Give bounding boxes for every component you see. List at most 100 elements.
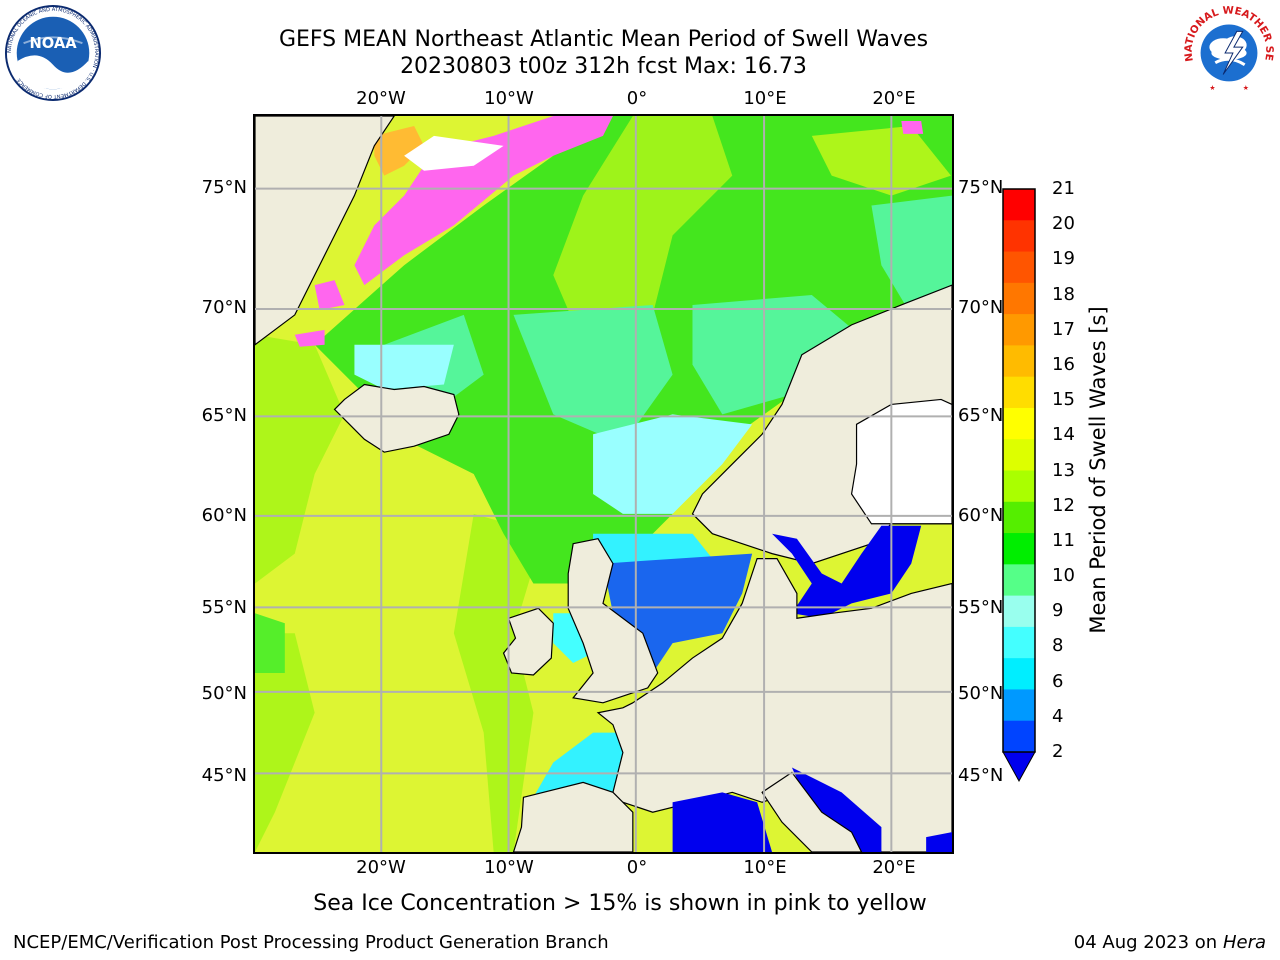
footer-credit: NCEP/EMC/Verification Post Processing Pr… [13, 932, 609, 953]
ocean-cyan-iceland [354, 344, 454, 390]
lon-label-top: 10°E [743, 88, 787, 109]
lat-label-left: 55°N [201, 597, 247, 618]
colorbar-band [1003, 376, 1035, 409]
lat-label-right: 65°N [958, 405, 1004, 426]
lat-label-right: 55°N [958, 597, 1004, 618]
lon-label-bottom: 0° [626, 857, 648, 878]
ocean-deepblue-baltic [772, 525, 922, 619]
land-iceland [333, 383, 460, 453]
land-iberia [512, 781, 634, 852]
colorbar-band [1003, 564, 1035, 597]
colorbar-band [1003, 720, 1035, 753]
colorbar-band [1003, 626, 1035, 659]
colorbar-tick-label: 19 [1052, 248, 1075, 270]
colorbar [1002, 188, 1036, 783]
lat-label-right: 45°N [958, 765, 1004, 786]
lon-label-top: 20°W [356, 88, 406, 109]
colorbar-band [1003, 407, 1035, 440]
land-greenland [255, 116, 395, 346]
sea-ice-pink-west [314, 280, 345, 310]
noaa-logo-text: NOAA [29, 35, 77, 52]
colorbar-tick-label: 10 [1052, 565, 1075, 587]
land-italy [761, 771, 863, 852]
lon-label-bottom: 20°E [872, 857, 916, 878]
colorbar-tick-label: 6 [1052, 670, 1064, 692]
colorbar-tick-label: 15 [1052, 389, 1075, 411]
colorbar-band [1003, 501, 1035, 534]
footer-date: 04 Aug 2023 on Hera [1074, 932, 1266, 954]
lon-label-top: 0° [626, 88, 648, 109]
colorbar-band [1003, 189, 1035, 221]
lat-label-left: 60°N [201, 505, 247, 526]
colorbar-band [1003, 314, 1035, 346]
lat-label-left: 65°N [201, 405, 247, 426]
swell-period-map [253, 114, 954, 854]
colorbar-band [1003, 595, 1035, 628]
lat-label-right: 75°N [958, 177, 1004, 198]
colorbar-band [1003, 251, 1035, 284]
sea-ice-orange [374, 125, 425, 176]
ocean-mint-2 [513, 304, 673, 445]
ocean-lime-band [453, 513, 544, 852]
land-ireland [502, 607, 554, 676]
ocean-deepblue-med [672, 792, 773, 852]
ocean-deepblue-aegean [926, 832, 952, 852]
colorbar-title: Mean Period of Swell Waves [s] [1086, 306, 1110, 634]
lon-label-top: 10°W [484, 88, 534, 109]
sea-ice-white [404, 135, 504, 171]
lon-label-bottom: 10°E [743, 857, 787, 878]
ocean-cyan-norway [593, 414, 753, 514]
sea-ice-pink-ne [901, 120, 924, 134]
colorbar-tick-label: 14 [1052, 424, 1075, 446]
ocean-green-west [255, 613, 285, 673]
colorbar-tick-label: 4 [1052, 705, 1064, 727]
colorbar-band [1003, 282, 1035, 315]
colorbar-band [1003, 470, 1035, 503]
lat-label-left: 75°N [201, 177, 247, 198]
lon-label-bottom: 20°W [356, 857, 406, 878]
ocean-lime-north [553, 116, 733, 365]
lat-label-left: 50°N [201, 683, 247, 704]
colorbar-tick-label: 13 [1052, 459, 1075, 481]
colorbar-tick-label: 8 [1052, 635, 1064, 657]
colorbar-tick-label: 2 [1052, 741, 1064, 762]
colorbar-band [1003, 533, 1035, 565]
ocean-deepblue-adriatic [791, 767, 882, 852]
ocean-lime-west-2 [255, 633, 315, 852]
colorbar-band [1003, 439, 1035, 471]
ocean-aqua-biscay [533, 732, 623, 798]
colorbar-tick-label: 12 [1052, 494, 1075, 516]
footer-date-text: 04 Aug 2023 on [1073, 932, 1218, 953]
chart-subtitle: 20230803 t00z 312h fcst Max: 16.73 [400, 54, 807, 79]
sea-ice-note: Sea Ice Concentration > 15% is shown in … [313, 891, 927, 916]
svg-text:★: ★ [1243, 84, 1249, 92]
lat-label-right: 60°N [958, 505, 1004, 526]
colorbar-tick-label: 17 [1052, 318, 1075, 340]
lon-label-top: 20°E [872, 88, 916, 109]
footer-host: Hera [1222, 932, 1266, 953]
colorbar-tick-label: 18 [1052, 283, 1075, 305]
svg-text:★: ★ [1209, 84, 1215, 92]
colorbar-band [1003, 345, 1035, 378]
sea-ice-pink-sw [294, 329, 325, 347]
lat-label-left: 45°N [201, 765, 247, 786]
colorbar-tick-label: 9 [1052, 600, 1064, 622]
colorbar-band [1003, 220, 1035, 253]
colorbar-extend-arrow [1002, 751, 1036, 783]
lat-label-right: 70°N [958, 297, 1004, 318]
colorbar-tick-label: 21 [1052, 178, 1075, 199]
ocean-mint-3 [692, 295, 872, 415]
ocean-lime-ne [811, 125, 952, 196]
noaa-logo: NOAA NATIONAL OCEANIC AND ATMOSPHERIC AD… [4, 4, 102, 102]
lat-label-right: 50°N [958, 683, 1004, 704]
colorbar-band [1003, 689, 1035, 722]
colorbar-tick-label: 16 [1052, 353, 1075, 375]
nws-logo: NATIONAL WEATHER SERVICE ★ ★ [1180, 2, 1277, 99]
lat-label-left: 70°N [201, 297, 247, 318]
graticule [255, 116, 952, 852]
land-sweden-white [850, 398, 952, 525]
colorbar-tick-label: 11 [1052, 529, 1075, 551]
colorbar-band [1003, 658, 1035, 690]
colorbar-tick-label: 20 [1052, 213, 1075, 235]
lon-label-bottom: 10°W [484, 857, 534, 878]
